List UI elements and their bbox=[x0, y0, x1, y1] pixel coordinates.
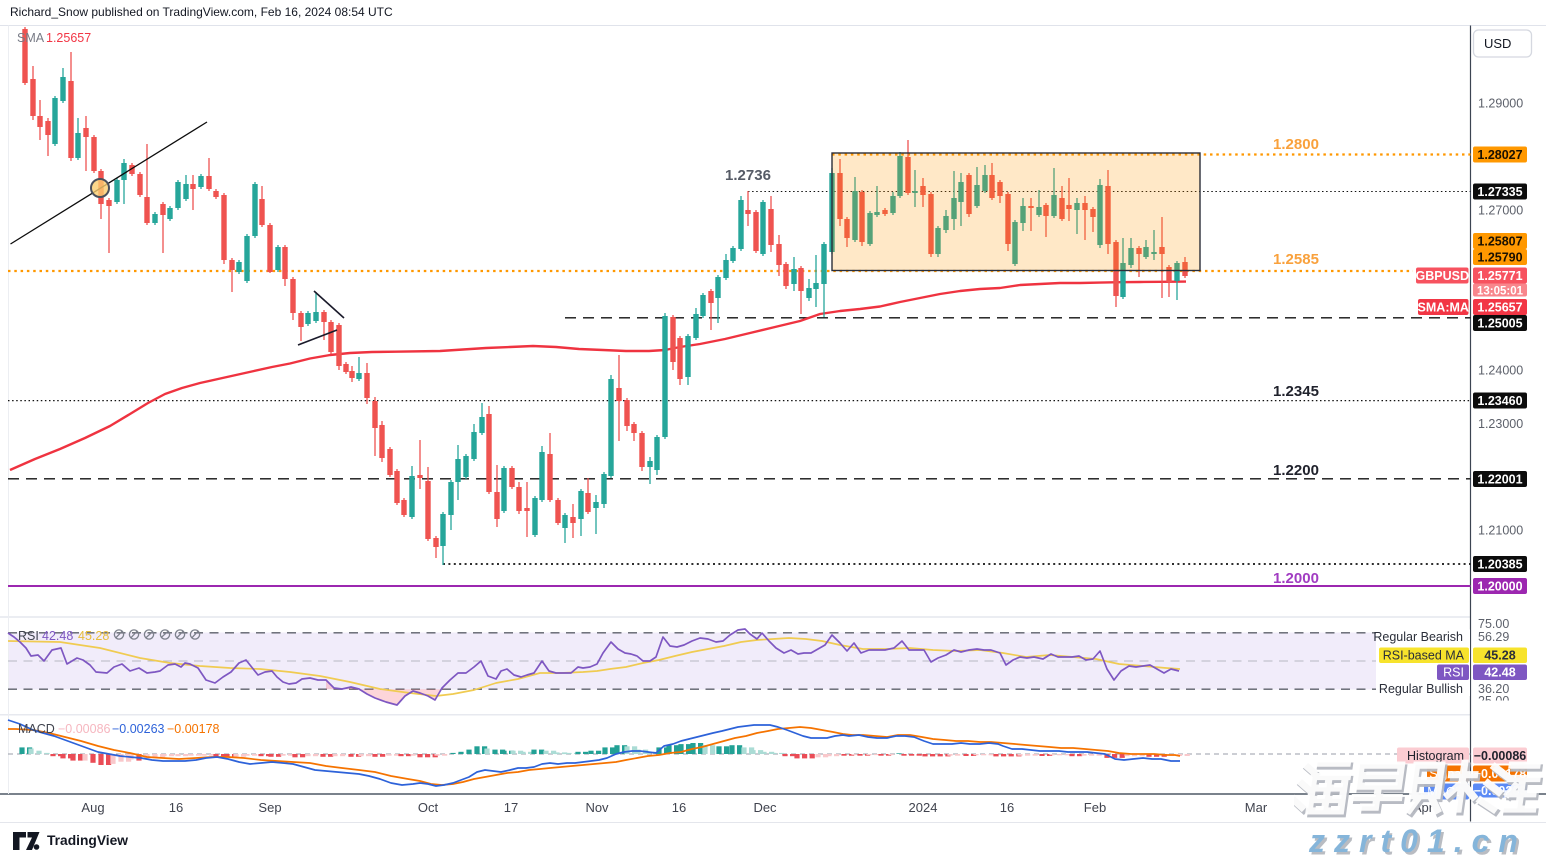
svg-text:1.2736: 1.2736 bbox=[725, 167, 771, 184]
svg-text:1.2345: 1.2345 bbox=[1273, 383, 1319, 400]
svg-text:42.48: 42.48 bbox=[1484, 666, 1515, 680]
svg-text:45.28: 45.28 bbox=[1484, 649, 1515, 663]
svg-text:1.2000: 1.2000 bbox=[1273, 570, 1319, 587]
svg-text:1.25807: 1.25807 bbox=[1477, 234, 1522, 248]
svg-text:Oct: Oct bbox=[418, 800, 439, 815]
svg-text:13:05:01: 13:05:01 bbox=[1477, 285, 1524, 297]
svg-text:1.25657: 1.25657 bbox=[1477, 300, 1522, 314]
svg-text:1.25790: 1.25790 bbox=[1477, 250, 1522, 264]
svg-text:1.23000: 1.23000 bbox=[1478, 417, 1523, 431]
svg-text:1.25771: 1.25771 bbox=[1477, 269, 1522, 283]
svg-text:Dec: Dec bbox=[753, 800, 777, 815]
svg-text:MACD: MACD bbox=[18, 722, 55, 736]
svg-text:SMA: SMA bbox=[17, 31, 45, 45]
svg-text:56.29: 56.29 bbox=[1478, 630, 1509, 644]
svg-text:1.2585: 1.2585 bbox=[1273, 251, 1319, 268]
svg-text:1.28027: 1.28027 bbox=[1477, 148, 1522, 162]
svg-text:45.28: 45.28 bbox=[78, 629, 109, 643]
svg-text:1.25657: 1.25657 bbox=[46, 31, 91, 45]
svg-text:2024: 2024 bbox=[909, 800, 938, 815]
svg-text:1.23460: 1.23460 bbox=[1477, 394, 1522, 408]
svg-text:16: 16 bbox=[169, 800, 183, 815]
svg-text:1.2800: 1.2800 bbox=[1273, 136, 1319, 153]
svg-text:Feb: Feb bbox=[1084, 800, 1106, 815]
svg-text:1.20000: 1.20000 bbox=[1477, 579, 1522, 593]
svg-text:−0.00263: −0.00263 bbox=[112, 722, 165, 736]
svg-text:16: 16 bbox=[1000, 800, 1014, 815]
svg-text:1.24000: 1.24000 bbox=[1478, 363, 1523, 377]
svg-text:GBPUSD: GBPUSD bbox=[1416, 269, 1469, 283]
svg-text:75.00: 75.00 bbox=[1478, 617, 1509, 631]
svg-text:1.22001: 1.22001 bbox=[1477, 472, 1522, 486]
svg-text:42.48: 42.48 bbox=[42, 629, 73, 643]
svg-text:Mar: Mar bbox=[1245, 800, 1268, 815]
svg-text:36.20: 36.20 bbox=[1478, 682, 1509, 696]
svg-text:TradingView: TradingView bbox=[47, 833, 128, 848]
svg-text:Aug: Aug bbox=[81, 800, 104, 815]
svg-text:RSI: RSI bbox=[1443, 666, 1464, 680]
svg-text:1.27000: 1.27000 bbox=[1478, 203, 1523, 217]
svg-text:SMA:MA: SMA:MA bbox=[1418, 300, 1469, 314]
svg-text:1.29000: 1.29000 bbox=[1478, 96, 1523, 110]
svg-text:Regular Bullish: Regular Bullish bbox=[1379, 682, 1463, 696]
svg-text:Nov: Nov bbox=[585, 800, 609, 815]
svg-text:Histogram: Histogram bbox=[1407, 749, 1464, 763]
svg-text:Regular Bearish: Regular Bearish bbox=[1373, 630, 1463, 644]
svg-text:1.25005: 1.25005 bbox=[1477, 316, 1522, 330]
svg-text:1.27335: 1.27335 bbox=[1477, 185, 1522, 199]
svg-text:−0.00086: −0.00086 bbox=[58, 722, 111, 736]
svg-text:17: 17 bbox=[504, 800, 518, 815]
svg-text:RSI-based MA: RSI-based MA bbox=[1383, 649, 1465, 663]
svg-text:1.21000: 1.21000 bbox=[1478, 523, 1523, 537]
svg-text:RSI: RSI bbox=[18, 629, 39, 643]
svg-text:1.20385: 1.20385 bbox=[1477, 557, 1522, 571]
svg-text:Sep: Sep bbox=[258, 800, 281, 815]
svg-text:USD: USD bbox=[1484, 36, 1511, 51]
svg-text:16: 16 bbox=[672, 800, 686, 815]
svg-text:1.2200: 1.2200 bbox=[1273, 462, 1319, 479]
svg-text:−0.00178: −0.00178 bbox=[167, 722, 220, 736]
svg-text:−0.00086: −0.00086 bbox=[1474, 749, 1527, 763]
